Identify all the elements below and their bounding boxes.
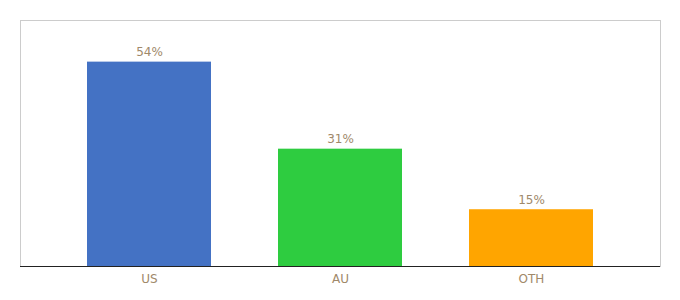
svg-text:AU: AU bbox=[332, 272, 349, 286]
svg-text:US: US bbox=[141, 272, 157, 286]
svg-text:54%: 54% bbox=[136, 45, 163, 59]
svg-text:OTH: OTH bbox=[519, 272, 545, 286]
svg-text:15%: 15% bbox=[518, 193, 545, 207]
svg-text:31%: 31% bbox=[327, 132, 354, 146]
